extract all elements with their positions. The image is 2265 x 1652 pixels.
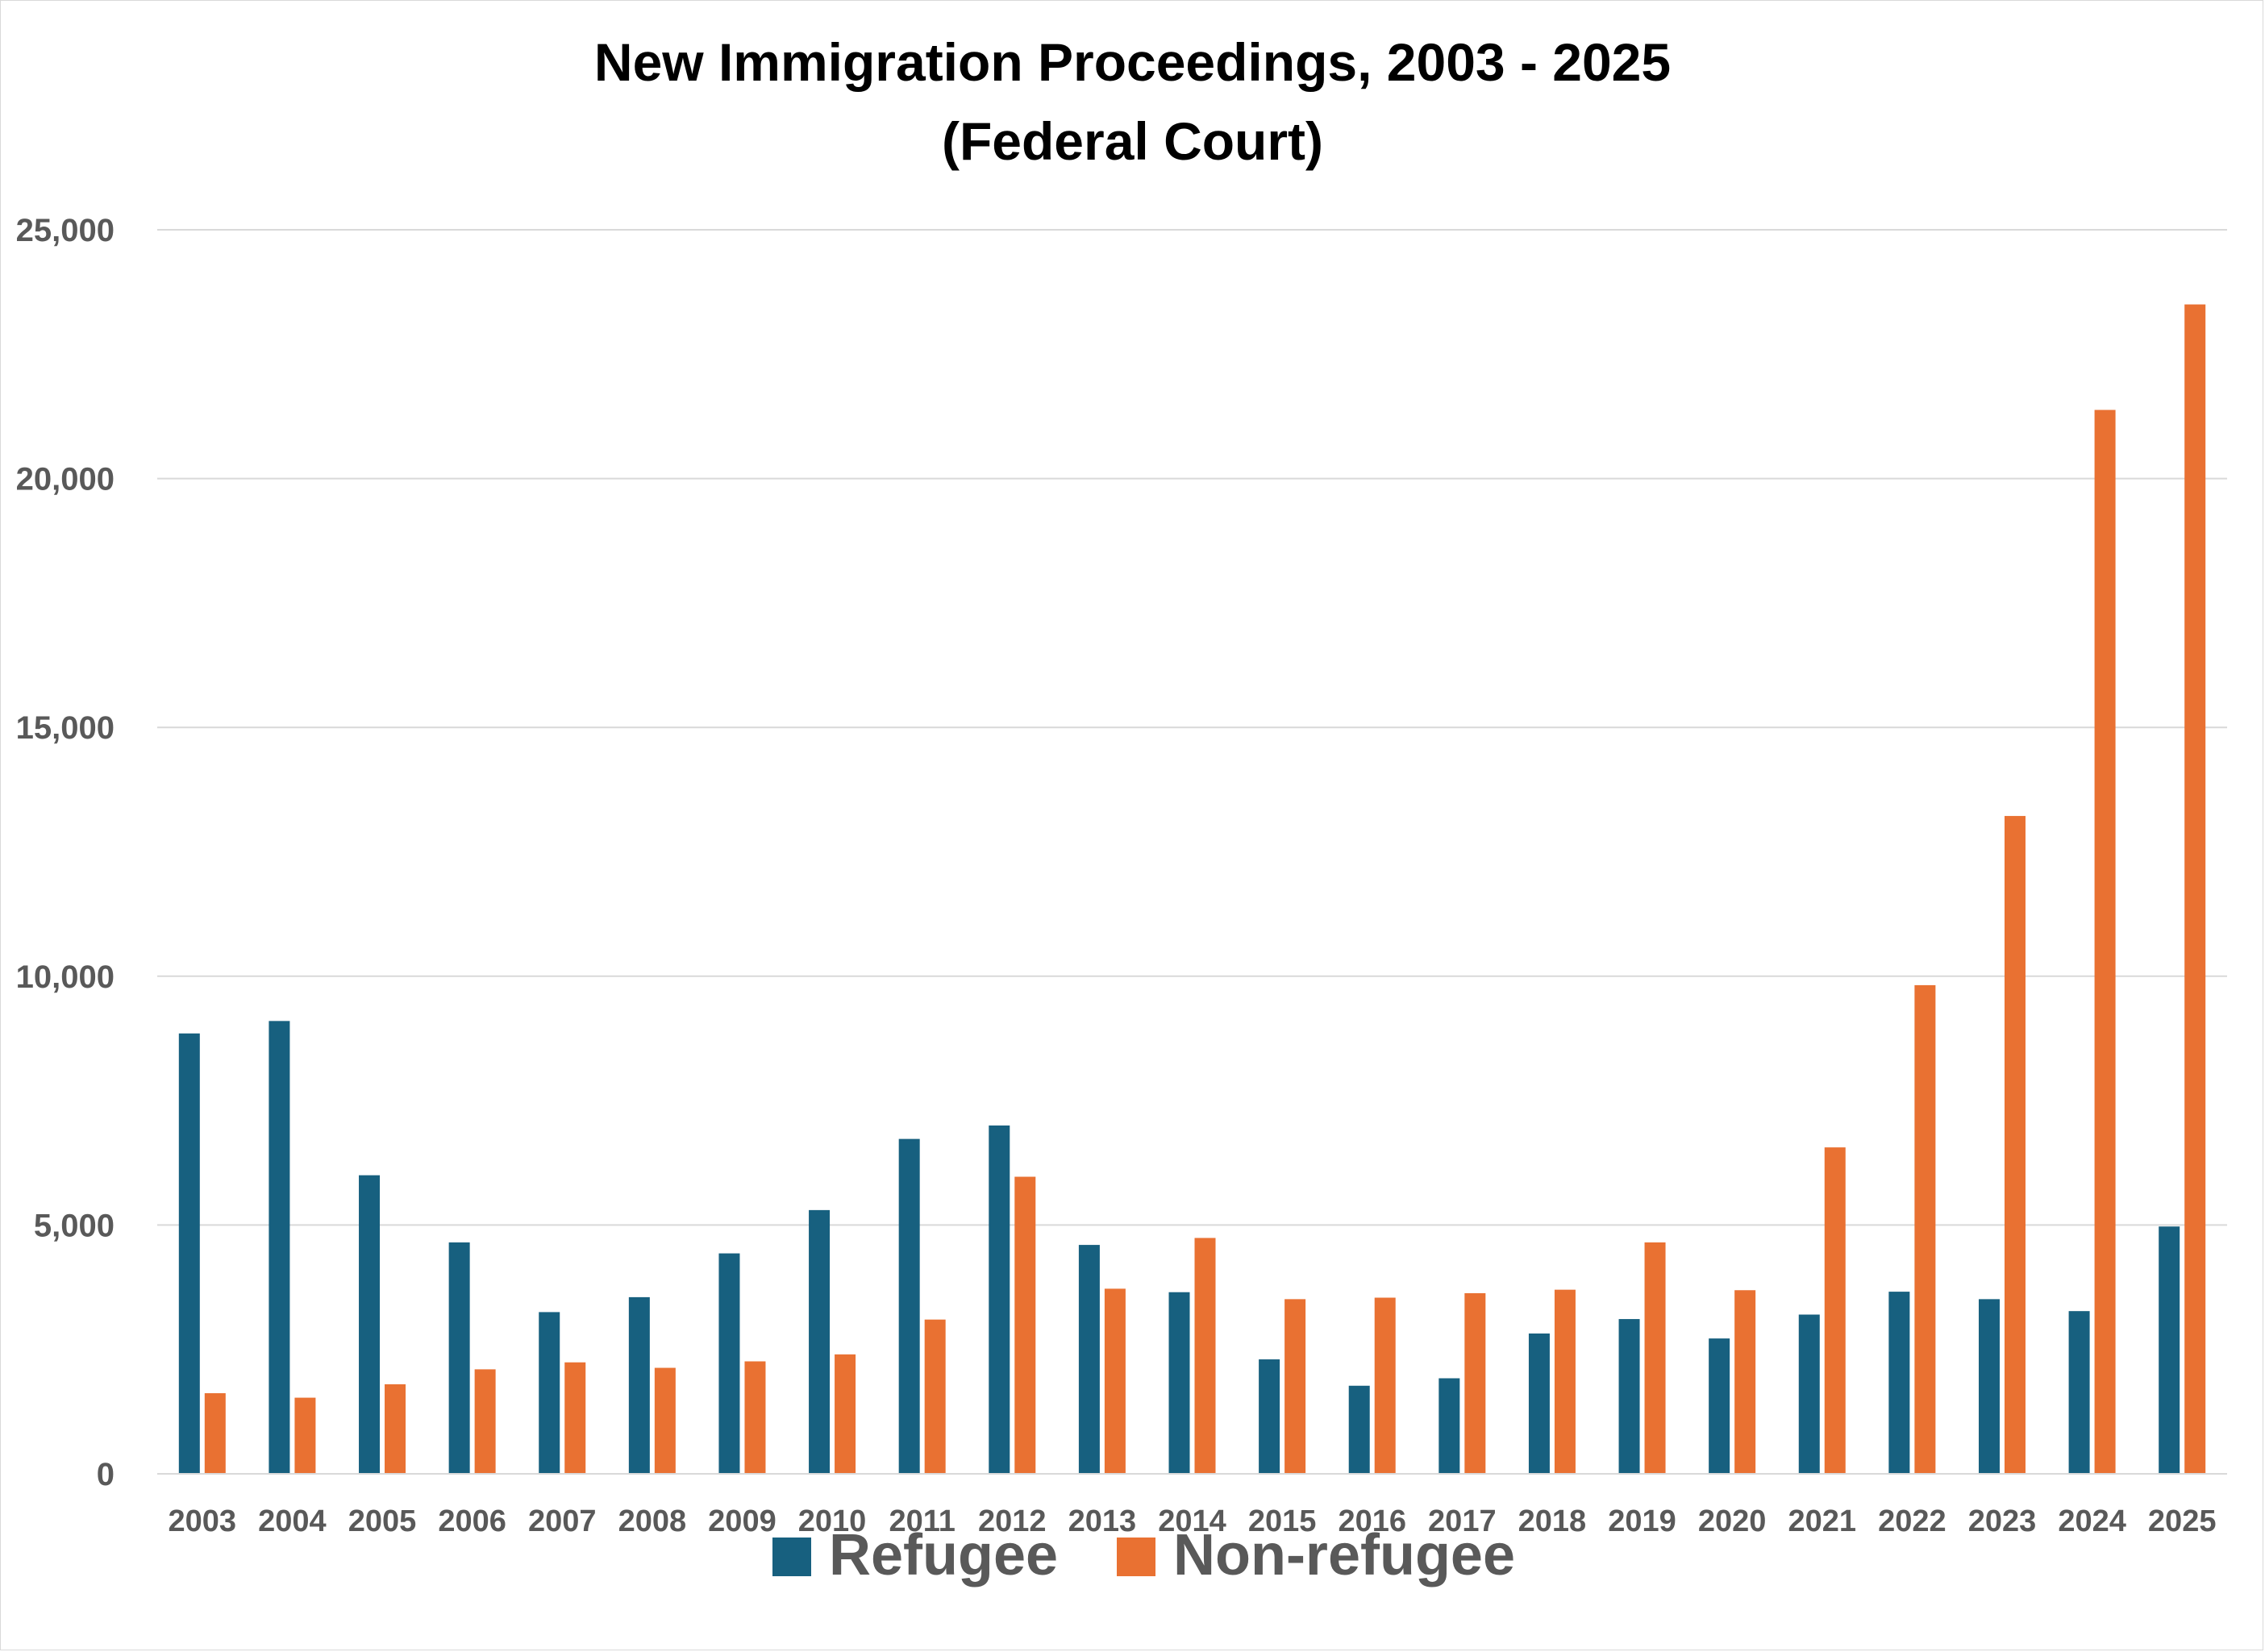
bar-refugee-2021: [1798, 1314, 1820, 1474]
bar-refugee-2013: [1078, 1245, 1100, 1474]
bar-refugee-2017: [1439, 1378, 1460, 1474]
bar-non-refugee-2017: [1464, 1292, 1486, 1474]
x-tick-label: 2004: [258, 1504, 327, 1538]
bar-refugee-2016: [1348, 1385, 1370, 1474]
bar-refugee-2005: [359, 1175, 381, 1474]
bar-refugee-2025: [2159, 1226, 2180, 1474]
legend: Refugee Non-refugee: [772, 1523, 1515, 1588]
bar-refugee-2015: [1259, 1359, 1280, 1474]
bar-refugee-2022: [1888, 1292, 1910, 1474]
chart-title: New Immigration Proceedings, 2003 - 2025: [593, 32, 1672, 92]
bar-refugee-2006: [448, 1242, 470, 1474]
chart-title-block: New Immigration Proceedings, 2003 - 2025…: [0, 23, 2265, 181]
x-tick-label: 2019: [1608, 1504, 1676, 1538]
x-tick-label: 2016: [1338, 1504, 1406, 1538]
x-tick-label: 2003: [169, 1504, 237, 1538]
bar-non-refugee-2010: [835, 1354, 856, 1474]
bar-non-refugee-2008: [654, 1367, 676, 1474]
x-tick-label: 2005: [348, 1504, 417, 1538]
x-tick-label: 2020: [1698, 1504, 1767, 1538]
legend-swatch-non-refugee: [1117, 1538, 1155, 1576]
bar-non-refugee-2016: [1374, 1297, 1396, 1474]
x-tick-label: 2025: [2148, 1504, 2217, 1538]
y-tick-label: 20,000: [16, 462, 114, 497]
bar-refugee-2008: [628, 1296, 650, 1474]
x-tick-label: 2009: [708, 1504, 777, 1538]
bars: [178, 304, 2206, 1475]
x-tick-label: 2023: [1968, 1504, 2037, 1538]
bar-non-refugee-2015: [1284, 1299, 1306, 1474]
x-tick-label: 2006: [438, 1504, 506, 1538]
x-tick-label: 2007: [528, 1504, 597, 1538]
y-tick-label: 5,000: [34, 1208, 114, 1243]
legend-swatch-refugee: [772, 1538, 811, 1576]
bar-non-refugee-2012: [1014, 1176, 1036, 1474]
x-tick-label: 2024: [2058, 1504, 2126, 1538]
x-tick-label: 2017: [1428, 1504, 1497, 1538]
bar-non-refugee-2006: [474, 1369, 496, 1474]
x-tick-label: 2015: [1248, 1504, 1317, 1538]
bar-non-refugee-2004: [294, 1397, 316, 1474]
bar-non-refugee-2023: [2004, 816, 2026, 1474]
bar-refugee-2020: [1709, 1338, 1730, 1474]
bar-non-refugee-2025: [2184, 304, 2206, 1475]
legend-label-refugee: Refugee: [829, 1523, 1058, 1588]
x-tick-label: 2013: [1068, 1504, 1137, 1538]
bar-non-refugee-2011: [924, 1319, 946, 1474]
bar-refugee-2011: [898, 1138, 920, 1474]
x-tick-label: 2012: [978, 1504, 1047, 1538]
x-axis: 2003 2004 2005 2006 2007 2008 2009 2010 2011 2012…: [157, 1473, 2227, 1538]
y-axis-tick-labels: 0 5,000 10,000 15,000 20,000 25,000: [16, 213, 114, 1492]
bar-non-refugee-2018: [1554, 1289, 1576, 1474]
x-tick-label: 2008: [618, 1504, 687, 1538]
x-tick-label: 2022: [1878, 1504, 1946, 1538]
bar-non-refugee-2024: [2094, 410, 2116, 1474]
bar-non-refugee-2013: [1104, 1288, 1126, 1474]
bar-non-refugee-2022: [1914, 984, 1936, 1474]
bar-refugee-2023: [1978, 1299, 2000, 1474]
bar-refugee-2003: [178, 1033, 200, 1474]
y-tick-label: 25,000: [16, 213, 114, 248]
bar-non-refugee-2005: [385, 1384, 406, 1474]
y-tick-label: 0: [97, 1457, 114, 1492]
x-tick-label: 2021: [1788, 1504, 1856, 1538]
x-tick-label: 2010: [798, 1504, 867, 1538]
bar-refugee-2024: [2068, 1311, 2090, 1474]
x-tick-label: 2018: [1518, 1504, 1587, 1538]
chart-subtitle: (Federal Court): [941, 111, 1324, 171]
bar-non-refugee-2021: [1824, 1147, 1846, 1474]
bar-non-refugee-2014: [1194, 1238, 1216, 1474]
bar-refugee-2014: [1168, 1292, 1190, 1474]
bar-non-refugee-2019: [1644, 1242, 1666, 1474]
gridlines: [157, 229, 2227, 1226]
x-tick-label: 2014: [1158, 1504, 1226, 1538]
bar-refugee-2010: [809, 1209, 831, 1474]
bar-refugee-2007: [539, 1312, 560, 1474]
y-tick-label: 10,000: [16, 959, 114, 995]
bar-non-refugee-2003: [204, 1393, 226, 1474]
bar-refugee-2018: [1528, 1333, 1550, 1474]
x-tick-label: 2011: [889, 1504, 955, 1538]
bar-refugee-2019: [1618, 1319, 1640, 1474]
bar-non-refugee-2007: [564, 1362, 586, 1474]
bar-non-refugee-2009: [744, 1361, 766, 1474]
y-tick-label: 15,000: [16, 710, 114, 746]
bar-refugee-2012: [989, 1125, 1010, 1474]
legend-label-non-refugee: Non-refugee: [1173, 1523, 1515, 1588]
bar-refugee-2009: [718, 1253, 740, 1474]
bar-non-refugee-2020: [1734, 1290, 1756, 1474]
bar-refugee-2004: [269, 1021, 290, 1474]
